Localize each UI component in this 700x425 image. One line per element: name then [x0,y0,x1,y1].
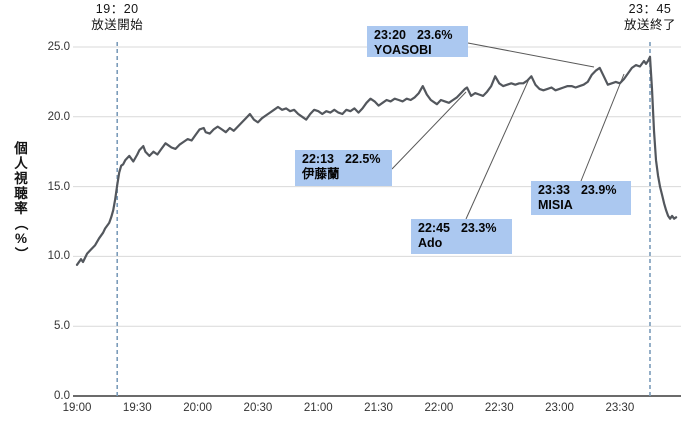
callout-time: 23:20 [374,28,406,42]
callout-line1: 23:33 23.9% [538,183,616,197]
callout-time: 22:13 [302,152,334,166]
y-tick-label: 20.0 [47,110,70,123]
callout-time: 22:45 [418,221,450,235]
x-tick-label: 23:30 [605,402,635,414]
y-axis-title-char: 率 [14,201,28,216]
broadcast-end-label: 23：45 放送終了 [602,1,698,33]
x-tick-label: 23:00 [545,402,574,414]
y-tick-label: 5.0 [54,320,70,333]
y-axis-title-char: （ [13,216,29,231]
callout-time: 23:33 [538,183,570,197]
callout-line1: 23:20 23.6% [374,28,452,42]
x-tick-label: 20:30 [243,402,273,414]
x-tick-label: 21:00 [303,402,333,414]
y-axis-title-char: ） [13,246,29,261]
y-axis-title: 個人視聴率（%） [9,141,33,261]
annotation-leader-line [391,91,467,170]
callout-rating: 23.3% [460,221,497,235]
y-axis-title-char: 聴 [14,186,28,201]
x-tick-label: 22:00 [424,402,454,414]
callout-rating: 22.5% [344,152,381,166]
callout-box: 22:45 23.3% Ado [411,219,512,254]
callout-box: 22:13 22.5% 伊藤蘭 [295,150,392,186]
x-tick-label: 19:00 [62,402,92,414]
event-time: 23：45 [628,2,672,16]
callout-line1: 22:13 22.5% [302,152,380,166]
event-time: 19：20 [95,2,139,16]
callout-box: 23:33 23.9% MISIA [531,181,631,215]
x-tick-label: 19:30 [122,402,152,414]
broadcast-start-label: 19：20 放送開始 [69,1,165,33]
callout-rating: 23.9% [580,183,617,197]
event-name: 放送終了 [623,18,676,32]
annotation-leader-line [467,42,595,68]
x-tick-label: 21:30 [364,402,393,414]
y-axis-title-char: 視 [14,171,28,186]
y-tick-label: 25.0 [47,41,70,53]
y-tick-label: 15.0 [47,180,70,193]
callout-artist: MISIA [538,198,573,212]
callout-artist: YOASOBI [374,43,432,57]
annotation-leader-line [465,78,530,220]
callout-box: 23:20 23.6% YOASOBI [367,26,468,57]
x-tick-label: 22:30 [484,402,514,414]
y-tick-label: 10.0 [47,250,70,263]
y-axis-title-char: 個 [14,141,28,156]
y-axis-title-char: 人 [14,156,28,171]
callout-rating: 23.6% [416,28,453,42]
callout-artist: Ado [418,236,443,250]
x-tick-label: 20:00 [183,402,213,414]
callout-line1: 22:45 23.3% [418,221,496,235]
viewership-rate-line [75,55,678,266]
y-axis-title-char: % [14,231,27,246]
event-name: 放送開始 [91,18,144,32]
y-tick-label: 0.0 [54,390,70,402]
annotation-leader-line [580,73,625,182]
callout-artist: 伊藤蘭 [302,167,340,181]
